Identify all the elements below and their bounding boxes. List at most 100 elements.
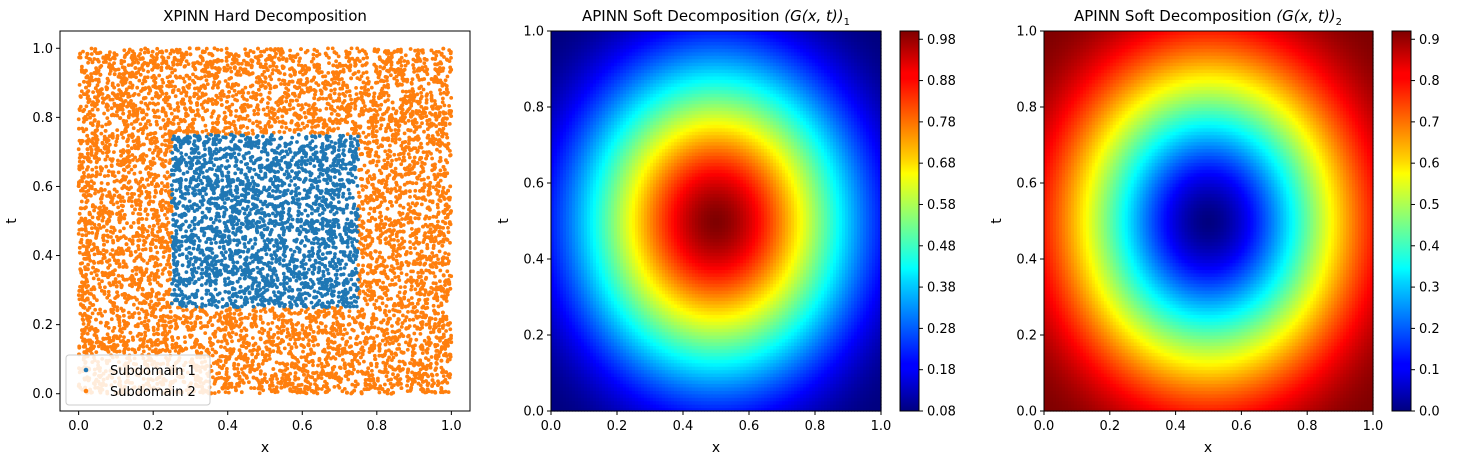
point-subdomain-2 bbox=[354, 86, 358, 90]
point-subdomain-2 bbox=[269, 47, 273, 52]
point-subdomain-2 bbox=[429, 355, 434, 359]
point-subdomain-2 bbox=[234, 92, 239, 97]
point-subdomain-2 bbox=[392, 313, 396, 318]
point-subdomain-2 bbox=[438, 168, 443, 173]
point-subdomain-2 bbox=[388, 143, 392, 148]
point-subdomain-2 bbox=[182, 79, 187, 84]
point-subdomain-2 bbox=[410, 77, 415, 82]
point-subdomain-2 bbox=[135, 158, 140, 163]
point-subdomain-2 bbox=[402, 166, 407, 171]
point-subdomain-2 bbox=[420, 160, 425, 165]
point-subdomain-2 bbox=[408, 47, 413, 51]
point-subdomain-2 bbox=[150, 227, 155, 232]
point-subdomain-2 bbox=[364, 92, 368, 97]
point-subdomain-2 bbox=[146, 132, 150, 137]
point-subdomain-2 bbox=[132, 258, 137, 263]
point-subdomain-2 bbox=[423, 231, 428, 236]
point-subdomain-2 bbox=[126, 144, 130, 148]
point-subdomain-2 bbox=[81, 252, 86, 257]
point-subdomain-2 bbox=[410, 166, 415, 171]
point-subdomain-2 bbox=[327, 61, 331, 65]
point-subdomain-2 bbox=[434, 215, 439, 219]
point-subdomain-2 bbox=[361, 71, 366, 75]
point-subdomain-2 bbox=[300, 103, 304, 108]
point-subdomain-2 bbox=[160, 77, 165, 82]
point-subdomain-2 bbox=[365, 302, 370, 307]
point-subdomain-2 bbox=[419, 202, 424, 207]
point-subdomain-2 bbox=[399, 162, 404, 167]
point-subdomain-2 bbox=[99, 200, 104, 205]
point-subdomain-2 bbox=[132, 302, 136, 307]
point-subdomain-2 bbox=[122, 199, 126, 204]
point-subdomain-2 bbox=[424, 94, 429, 98]
point-subdomain-2 bbox=[385, 331, 390, 336]
point-subdomain-2 bbox=[166, 117, 171, 122]
point-subdomain-2 bbox=[221, 321, 225, 326]
point-subdomain-2 bbox=[96, 120, 101, 124]
point-subdomain-2 bbox=[369, 325, 374, 330]
point-subdomain-2 bbox=[103, 285, 107, 290]
point-subdomain-2 bbox=[89, 75, 94, 80]
point-subdomain-2 bbox=[96, 277, 101, 282]
point-subdomain-2 bbox=[155, 46, 160, 51]
point-subdomain-2 bbox=[440, 100, 445, 105]
point-subdomain-2 bbox=[158, 308, 163, 312]
point-subdomain-2 bbox=[173, 84, 178, 89]
point-subdomain-2 bbox=[183, 340, 188, 344]
point-subdomain-2 bbox=[424, 301, 428, 306]
point-subdomain-2 bbox=[424, 356, 428, 360]
point-subdomain-2 bbox=[411, 317, 416, 322]
point-subdomain-2 bbox=[293, 374, 297, 379]
point-subdomain-2 bbox=[360, 307, 364, 312]
point-subdomain-2 bbox=[387, 355, 391, 360]
point-subdomain-2 bbox=[279, 125, 284, 129]
point-subdomain-2 bbox=[205, 82, 210, 86]
point-subdomain-2 bbox=[92, 181, 96, 186]
point-subdomain-2 bbox=[245, 114, 250, 118]
point-subdomain-2 bbox=[324, 87, 328, 91]
point-subdomain-2 bbox=[210, 347, 215, 352]
point-subdomain-2 bbox=[219, 48, 224, 52]
point-subdomain-2 bbox=[377, 369, 382, 374]
point-subdomain-2 bbox=[397, 82, 402, 87]
point-subdomain-2 bbox=[139, 48, 144, 52]
point-subdomain-2 bbox=[171, 117, 176, 122]
point-subdomain-2 bbox=[144, 136, 149, 141]
point-subdomain-2 bbox=[111, 240, 116, 245]
point-subdomain-2 bbox=[401, 205, 406, 210]
point-subdomain-2 bbox=[279, 82, 283, 86]
point-subdomain-2 bbox=[122, 226, 126, 231]
point-subdomain-2 bbox=[392, 238, 396, 242]
point-subdomain-2 bbox=[85, 331, 90, 336]
point-subdomain-2 bbox=[434, 253, 439, 258]
point-subdomain-2 bbox=[79, 227, 84, 232]
point-subdomain-2 bbox=[446, 278, 451, 282]
point-subdomain-2 bbox=[150, 49, 155, 54]
point-subdomain-2 bbox=[439, 301, 444, 306]
point-subdomain-2 bbox=[377, 390, 382, 395]
point-subdomain-2 bbox=[184, 59, 189, 63]
point-subdomain-2 bbox=[356, 382, 360, 387]
point-subdomain-2 bbox=[325, 338, 330, 343]
point-subdomain-2 bbox=[81, 244, 86, 248]
point-subdomain-2 bbox=[251, 367, 256, 372]
point-subdomain-2 bbox=[191, 72, 195, 77]
point-subdomain-2 bbox=[141, 258, 146, 263]
point-subdomain-2 bbox=[361, 130, 366, 135]
point-subdomain-2 bbox=[406, 298, 411, 303]
point-subdomain-2 bbox=[448, 327, 453, 332]
point-subdomain-2 bbox=[154, 292, 159, 296]
point-subdomain-2 bbox=[99, 181, 104, 185]
point-subdomain-2 bbox=[386, 106, 391, 111]
point-subdomain-2 bbox=[263, 80, 268, 84]
point-subdomain-2 bbox=[285, 327, 290, 332]
point-subdomain-2 bbox=[446, 252, 451, 257]
point-subdomain-2 bbox=[140, 307, 144, 312]
point-subdomain-2 bbox=[91, 294, 96, 298]
point-subdomain-2 bbox=[419, 141, 423, 146]
point-subdomain-2 bbox=[248, 370, 253, 374]
point-subdomain-2 bbox=[152, 332, 156, 337]
point-subdomain-2 bbox=[413, 246, 417, 251]
point-subdomain-2 bbox=[162, 245, 166, 250]
